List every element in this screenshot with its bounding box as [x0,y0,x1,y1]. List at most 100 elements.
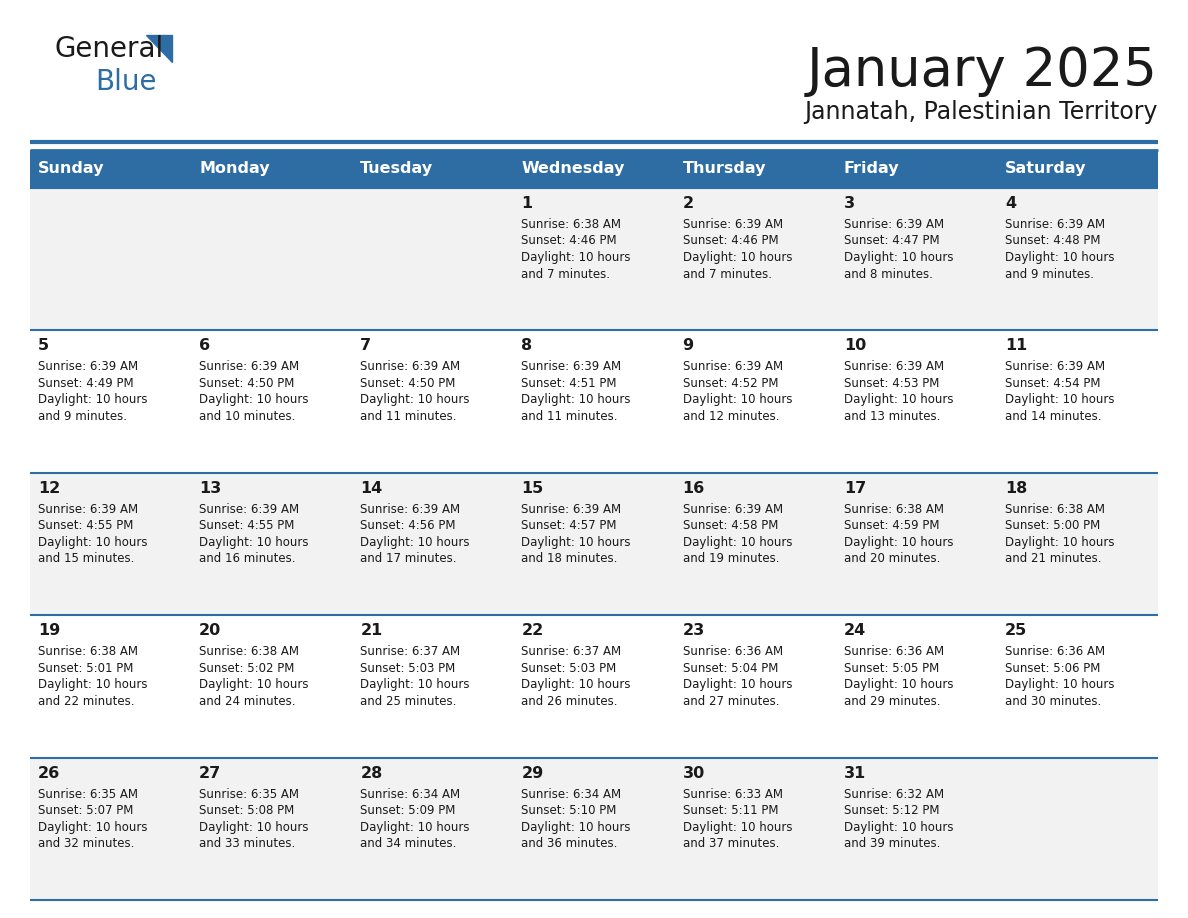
Text: Sunset: 4:48 PM: Sunset: 4:48 PM [1005,234,1100,248]
Text: Sunrise: 6:39 AM: Sunrise: 6:39 AM [683,503,783,516]
Text: Wednesday: Wednesday [522,162,625,176]
Text: 11: 11 [1005,339,1028,353]
Text: and 9 minutes.: and 9 minutes. [1005,267,1094,281]
Text: Daylight: 10 hours: Daylight: 10 hours [683,251,792,264]
Text: 24: 24 [843,623,866,638]
Text: Daylight: 10 hours: Daylight: 10 hours [1005,536,1114,549]
Text: Daylight: 10 hours: Daylight: 10 hours [200,394,309,407]
Text: and 7 minutes.: and 7 minutes. [683,267,771,281]
Text: Sunset: 4:54 PM: Sunset: 4:54 PM [1005,377,1100,390]
Text: and 17 minutes.: and 17 minutes. [360,553,456,565]
Text: Daylight: 10 hours: Daylight: 10 hours [843,678,953,691]
Bar [835,150,997,188]
Text: Saturday: Saturday [1005,162,1086,176]
Text: Sunrise: 6:35 AM: Sunrise: 6:35 AM [200,788,299,800]
Text: Sunset: 5:00 PM: Sunset: 5:00 PM [1005,520,1100,532]
Text: and 15 minutes.: and 15 minutes. [38,553,134,565]
Text: Sunset: 5:03 PM: Sunset: 5:03 PM [360,662,455,675]
Text: Sunrise: 6:39 AM: Sunrise: 6:39 AM [1005,218,1105,231]
Text: 22: 22 [522,623,544,638]
Text: Sunset: 4:59 PM: Sunset: 4:59 PM [843,520,940,532]
Text: and 26 minutes.: and 26 minutes. [522,695,618,708]
Text: Daylight: 10 hours: Daylight: 10 hours [683,678,792,691]
Text: Blue: Blue [95,68,157,96]
Text: Daylight: 10 hours: Daylight: 10 hours [522,536,631,549]
Text: Sunrise: 6:38 AM: Sunrise: 6:38 AM [38,645,138,658]
Text: Sunset: 4:52 PM: Sunset: 4:52 PM [683,377,778,390]
Text: Sunrise: 6:39 AM: Sunrise: 6:39 AM [360,361,461,374]
Text: and 8 minutes.: and 8 minutes. [843,267,933,281]
Text: 5: 5 [38,339,49,353]
Text: Sunrise: 6:37 AM: Sunrise: 6:37 AM [360,645,461,658]
Text: Daylight: 10 hours: Daylight: 10 hours [360,394,469,407]
Text: and 21 minutes.: and 21 minutes. [1005,553,1101,565]
Text: Sunrise: 6:39 AM: Sunrise: 6:39 AM [200,503,299,516]
Text: Daylight: 10 hours: Daylight: 10 hours [522,678,631,691]
Text: Sunset: 4:46 PM: Sunset: 4:46 PM [522,234,617,248]
Text: Daylight: 10 hours: Daylight: 10 hours [360,536,469,549]
Text: 2: 2 [683,196,694,211]
Text: Sunrise: 6:39 AM: Sunrise: 6:39 AM [843,218,943,231]
Text: Sunrise: 6:39 AM: Sunrise: 6:39 AM [38,503,138,516]
Text: Sunday: Sunday [38,162,105,176]
Text: 9: 9 [683,339,694,353]
Text: Daylight: 10 hours: Daylight: 10 hours [843,821,953,834]
Bar [30,330,1158,473]
Text: Sunset: 4:50 PM: Sunset: 4:50 PM [360,377,456,390]
Bar [30,150,191,188]
Text: and 19 minutes.: and 19 minutes. [683,553,779,565]
Text: Sunrise: 6:36 AM: Sunrise: 6:36 AM [843,645,943,658]
Text: Sunrise: 6:38 AM: Sunrise: 6:38 AM [843,503,943,516]
Text: Sunrise: 6:39 AM: Sunrise: 6:39 AM [360,503,461,516]
Text: 8: 8 [522,339,532,353]
Text: Sunset: 5:03 PM: Sunset: 5:03 PM [522,662,617,675]
Text: Daylight: 10 hours: Daylight: 10 hours [38,536,147,549]
Text: Daylight: 10 hours: Daylight: 10 hours [683,821,792,834]
Text: and 24 minutes.: and 24 minutes. [200,695,296,708]
Text: and 37 minutes.: and 37 minutes. [683,837,779,850]
Text: and 9 minutes.: and 9 minutes. [38,410,127,423]
Text: Sunrise: 6:39 AM: Sunrise: 6:39 AM [38,361,138,374]
Text: 25: 25 [1005,623,1028,638]
Bar [675,150,835,188]
Text: 18: 18 [1005,481,1028,496]
Text: Daylight: 10 hours: Daylight: 10 hours [522,394,631,407]
Text: and 30 minutes.: and 30 minutes. [1005,695,1101,708]
Text: Sunrise: 6:36 AM: Sunrise: 6:36 AM [683,645,783,658]
Text: Daylight: 10 hours: Daylight: 10 hours [360,678,469,691]
Text: Sunset: 4:46 PM: Sunset: 4:46 PM [683,234,778,248]
Text: 12: 12 [38,481,61,496]
Text: Daylight: 10 hours: Daylight: 10 hours [1005,251,1114,264]
Text: Daylight: 10 hours: Daylight: 10 hours [522,251,631,264]
Text: and 20 minutes.: and 20 minutes. [843,553,940,565]
Bar [513,150,675,188]
Text: Monday: Monday [200,162,270,176]
Text: Sunrise: 6:33 AM: Sunrise: 6:33 AM [683,788,783,800]
Text: Sunset: 4:47 PM: Sunset: 4:47 PM [843,234,940,248]
Text: and 14 minutes.: and 14 minutes. [1005,410,1101,423]
Text: Daylight: 10 hours: Daylight: 10 hours [38,821,147,834]
Text: Sunrise: 6:38 AM: Sunrise: 6:38 AM [1005,503,1105,516]
Text: Sunset: 4:55 PM: Sunset: 4:55 PM [38,520,133,532]
Text: Sunset: 5:05 PM: Sunset: 5:05 PM [843,662,939,675]
Text: Daylight: 10 hours: Daylight: 10 hours [683,394,792,407]
Text: Sunrise: 6:39 AM: Sunrise: 6:39 AM [683,218,783,231]
Text: Sunset: 5:01 PM: Sunset: 5:01 PM [38,662,133,675]
Text: Daylight: 10 hours: Daylight: 10 hours [843,536,953,549]
Bar [997,150,1158,188]
Text: Sunset: 4:55 PM: Sunset: 4:55 PM [200,520,295,532]
Text: Sunrise: 6:34 AM: Sunrise: 6:34 AM [522,788,621,800]
Text: and 12 minutes.: and 12 minutes. [683,410,779,423]
Text: Sunrise: 6:38 AM: Sunrise: 6:38 AM [522,218,621,231]
Text: and 13 minutes.: and 13 minutes. [843,410,940,423]
Text: Sunset: 4:50 PM: Sunset: 4:50 PM [200,377,295,390]
Text: and 16 minutes.: and 16 minutes. [200,553,296,565]
Text: Sunrise: 6:36 AM: Sunrise: 6:36 AM [1005,645,1105,658]
Text: 29: 29 [522,766,544,780]
Text: Sunset: 5:02 PM: Sunset: 5:02 PM [200,662,295,675]
Bar [30,757,1158,900]
Text: Sunrise: 6:34 AM: Sunrise: 6:34 AM [360,788,461,800]
Text: Thursday: Thursday [683,162,766,176]
Text: 30: 30 [683,766,704,780]
Bar [191,150,353,188]
